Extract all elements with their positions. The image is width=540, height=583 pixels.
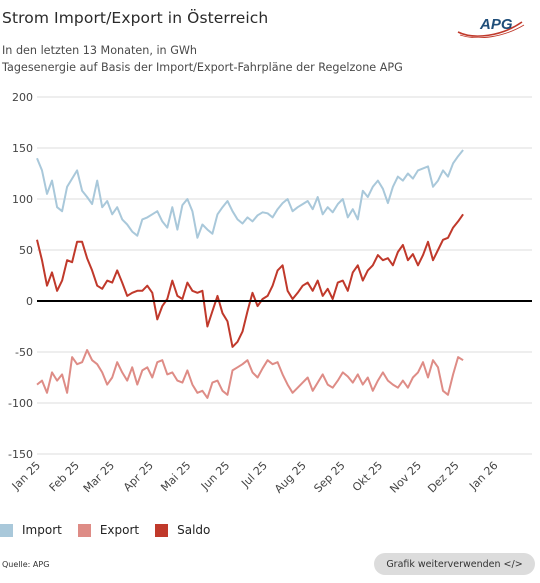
legend-item-export[interactable]: Export <box>77 523 140 537</box>
legend-swatch-saldo <box>155 523 169 537</box>
x-tick-label: Okt 25 <box>350 459 385 494</box>
x-tick-label: Jan 26 <box>466 459 500 493</box>
source-note: Quelle: APG <box>2 560 50 569</box>
y-tick-label: 100 <box>12 193 33 206</box>
series-line-saldo <box>36 213 464 348</box>
legend-label-export: Export <box>99 523 140 537</box>
series-line-export <box>36 349 464 399</box>
legend-swatch-export <box>77 523 91 537</box>
legend-item-saldo[interactable]: Saldo <box>155 523 210 537</box>
y-tick-label: -150 <box>8 448 33 461</box>
x-tick-label: Sep 25 <box>311 459 347 495</box>
reuse-chart-button[interactable]: Grafik weiterverwenden </> <box>374 553 535 575</box>
legend-label-saldo: Saldo <box>177 523 211 537</box>
series-lines <box>36 149 464 399</box>
x-tick-label: Dez 25 <box>425 459 461 495</box>
x-tick-label: Jan 25 <box>9 459 43 493</box>
x-tick-label: Apr 25 <box>121 459 156 494</box>
x-tick-label: Nov 25 <box>387 459 424 496</box>
series-line-import <box>36 149 464 239</box>
x-tick-label: Feb 25 <box>47 459 82 494</box>
y-tick-label: 200 <box>12 91 33 104</box>
logo-swoosh-icon <box>457 21 525 38</box>
x-tick-label: Mar 25 <box>81 459 117 495</box>
y-tick-label: 150 <box>12 142 33 155</box>
apg-logo: APG <box>457 16 525 38</box>
y-tick-label: -50 <box>15 346 33 359</box>
grid-lines <box>37 96 532 455</box>
x-tick-label: Jun 25 <box>198 459 232 493</box>
x-tick-label: Aug 25 <box>272 459 309 496</box>
legend-swatch-import <box>0 523 13 537</box>
y-tick-label: 0 <box>26 295 33 308</box>
legend: Import Export Saldo <box>0 523 226 537</box>
x-tick-label: Jul 25 <box>238 459 270 491</box>
chart-subtitle: In den letzten 13 Monaten, in GWh <box>2 44 198 57</box>
chart-title: Strom Import/Export in Österreich <box>2 9 269 27</box>
y-tick-label: -100 <box>8 397 33 410</box>
y-axis-labels: -150 -100 -50 0 50 100 150 200 <box>8 91 33 461</box>
legend-label-import: Import <box>22 523 62 537</box>
legend-item-import[interactable]: Import <box>0 523 62 537</box>
logo-text: APG <box>479 16 513 33</box>
y-tick-label: 50 <box>19 244 33 257</box>
chart-description: Tagesenergie auf Basis der Import/Export… <box>2 61 403 74</box>
x-tick-label: Mai 25 <box>158 459 193 494</box>
